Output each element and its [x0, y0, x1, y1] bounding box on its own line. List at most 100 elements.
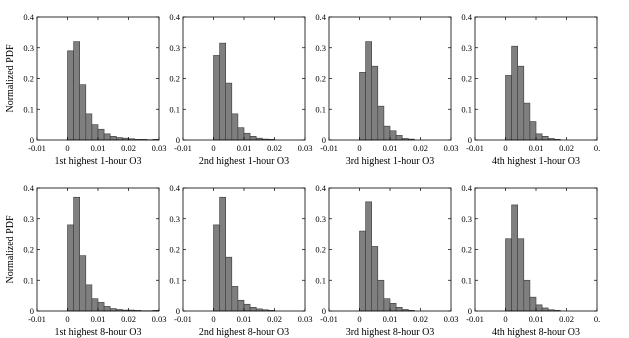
- histogram-bar: [237, 299, 245, 312]
- histogram-bar: [535, 133, 543, 141]
- histogram-bar: [505, 75, 512, 141]
- axes-box: [182, 187, 306, 312]
- x-tick-label: 0.02: [121, 314, 136, 324]
- y-tick-label: 0: [176, 135, 180, 145]
- histogram-bar: [79, 84, 87, 141]
- x-tick-label: 0: [65, 314, 69, 324]
- histogram-bar: [225, 82, 233, 141]
- x-tick-label: 0.01: [237, 314, 252, 324]
- x-axis-label: 2nd highest 1-hour O3: [199, 156, 289, 167]
- x-tick-label: 0.03: [298, 314, 313, 324]
- histogram-bar: [249, 136, 257, 141]
- x-tick-label: 0.03: [152, 314, 167, 324]
- y-tick-label: 0.2: [23, 245, 34, 255]
- x-tick-label: 0.: [594, 143, 600, 153]
- histogram-bar: [243, 303, 251, 312]
- y-tick-label: 0.1: [169, 275, 180, 285]
- histogram-bar: [523, 279, 531, 312]
- histogram-bar: [237, 127, 245, 141]
- y-tick-label: 0.1: [315, 275, 326, 285]
- histogram-bar: [383, 125, 391, 141]
- axes-box: [328, 16, 452, 141]
- histogram-bar: [67, 50, 74, 141]
- x-axis-label: 1st highest 1-hour O3: [55, 156, 142, 167]
- y-tick-label: 0: [30, 306, 34, 316]
- y-axis-label: Normalized PDF: [5, 44, 16, 112]
- x-tick-label: 0.03: [444, 143, 459, 153]
- x-tick-label: 0.02: [559, 314, 574, 324]
- histogram-bar: [529, 296, 537, 312]
- histogram-bar: [517, 65, 525, 141]
- x-tick-label: 0: [357, 314, 361, 324]
- histogram-bar: [79, 255, 87, 312]
- histogram-bar: [371, 246, 379, 312]
- x-tick-label: -0.01: [466, 314, 484, 324]
- x-axis-label: 1st highest 8-hour O3: [55, 327, 142, 338]
- histogram-bar: [517, 238, 525, 312]
- y-tick-label: 0.4: [23, 183, 34, 193]
- histogram-bar: [243, 132, 251, 141]
- y-tick-label: 0.4: [169, 183, 180, 193]
- x-axis-label: 3rd highest 1-hour O3: [346, 156, 435, 167]
- x-tick-label: 0.02: [413, 314, 428, 324]
- y-tick-label: 0.3: [23, 214, 34, 224]
- histogram-bar: [371, 65, 379, 141]
- histogram-bar: [73, 196, 80, 312]
- x-tick-label: 0.01: [383, 143, 398, 153]
- histogram-bar: [109, 136, 117, 141]
- x-tick-label: 0.01: [91, 143, 106, 153]
- histogram-bar: [541, 136, 549, 141]
- histogram-bar: [91, 298, 99, 312]
- histogram-bar: [383, 298, 391, 312]
- histogram-bar: [395, 135, 403, 141]
- y-tick-label: 0.4: [461, 183, 472, 193]
- y-tick-label: 0.3: [461, 43, 472, 53]
- x-tick-label: 0: [503, 314, 507, 324]
- x-tick-label: 0.02: [267, 314, 282, 324]
- histogram-bar: [97, 302, 105, 312]
- y-tick-label: 0.1: [461, 104, 472, 114]
- y-tick-label: 0.2: [169, 245, 180, 255]
- y-tick-label: 0: [176, 306, 180, 316]
- histogram-bar: [85, 113, 93, 141]
- y-tick-label: 0.3: [461, 214, 472, 224]
- histogram-bar: [505, 238, 512, 312]
- x-axis-label: 4th highest 8-hour O3: [492, 327, 580, 338]
- y-tick-label: 0.4: [23, 12, 34, 22]
- x-axis-label: 3rd highest 8-hour O3: [346, 327, 435, 338]
- histogram-bar: [365, 201, 373, 312]
- x-tick-label: -0.01: [466, 143, 484, 153]
- y-tick-label: 0.1: [315, 104, 326, 114]
- x-tick-label: 0: [357, 143, 361, 153]
- y-tick-label: 0.4: [461, 12, 472, 22]
- histogram-bar: [541, 307, 549, 312]
- axes-box: [328, 187, 452, 312]
- x-tick-label: -0.01: [28, 314, 46, 324]
- histogram-bar: [103, 133, 111, 141]
- x-tick-label: 0.01: [91, 314, 106, 324]
- y-tick-label: 0.3: [315, 43, 326, 53]
- y-tick-label: 0.3: [315, 214, 326, 224]
- x-tick-label: 0: [211, 314, 215, 324]
- histogram-bar: [73, 41, 80, 141]
- y-tick-label: 0: [322, 135, 326, 145]
- axes-box: [36, 16, 160, 141]
- histogram-bar: [359, 230, 366, 312]
- histogram-bar: [511, 45, 519, 141]
- y-tick-label: 0.2: [315, 245, 326, 255]
- y-tick-label: 0.1: [23, 104, 34, 114]
- histogram-bar: [389, 303, 397, 312]
- y-tick-label: 0: [30, 135, 34, 145]
- x-tick-label: -0.01: [320, 143, 338, 153]
- y-tick-label: 0.2: [23, 74, 34, 84]
- x-tick-label: 0.03: [152, 143, 167, 153]
- x-tick-label: 0.01: [529, 314, 544, 324]
- y-tick-label: 0.4: [315, 12, 326, 22]
- histogram-bar: [359, 72, 366, 141]
